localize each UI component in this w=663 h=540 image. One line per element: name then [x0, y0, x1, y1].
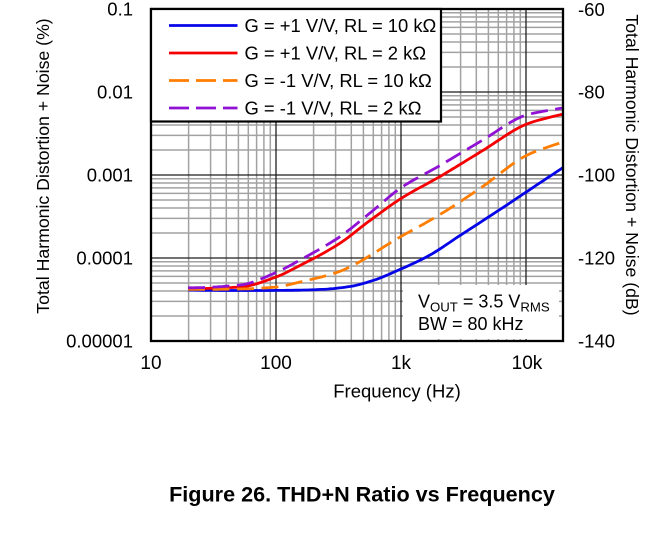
- svg-text:1k: 1k: [391, 353, 412, 374]
- svg-text:Figure 26. THD+N Ratio vs Freq: Figure 26. THD+N Ratio vs Frequency: [169, 482, 555, 507]
- svg-text:G = +1 V/V, RL = 10 kΩ: G = +1 V/V, RL = 10 kΩ: [245, 15, 437, 36]
- svg-text:G = -1 V/V, RL = 2 kΩ: G = -1 V/V, RL = 2 kΩ: [245, 98, 422, 119]
- svg-text:0.001: 0.001: [87, 165, 133, 186]
- svg-text:0.1: 0.1: [107, 0, 133, 20]
- svg-text:Total Harmonic Distortion + No: Total Harmonic Distortion + Noise (dB): [622, 14, 642, 315]
- svg-text:0.00001: 0.00001: [66, 331, 133, 352]
- svg-text:100: 100: [260, 353, 292, 374]
- svg-text:BW = 80 kHz: BW = 80 kHz: [418, 314, 524, 334]
- svg-text:10k: 10k: [512, 353, 543, 374]
- svg-text:-60: -60: [578, 0, 605, 20]
- svg-text:10: 10: [140, 353, 161, 374]
- svg-text:Total Harmonic Distortion + No: Total Harmonic Distortion + Noise (%): [33, 18, 53, 313]
- svg-text:G = -1 V/V, RL = 10 kΩ: G = -1 V/V, RL = 10 kΩ: [245, 70, 432, 91]
- svg-text:-140: -140: [578, 331, 615, 352]
- svg-text:0.01: 0.01: [97, 82, 133, 103]
- svg-text:Frequency (Hz): Frequency (Hz): [333, 381, 460, 402]
- svg-text:-100: -100: [578, 165, 615, 186]
- svg-text:-120: -120: [578, 248, 615, 269]
- svg-text:0.0001: 0.0001: [76, 248, 133, 269]
- svg-text:G = +1 V/V, RL = 2 kΩ: G = +1 V/V, RL = 2 kΩ: [245, 43, 427, 64]
- svg-text:-80: -80: [578, 82, 605, 103]
